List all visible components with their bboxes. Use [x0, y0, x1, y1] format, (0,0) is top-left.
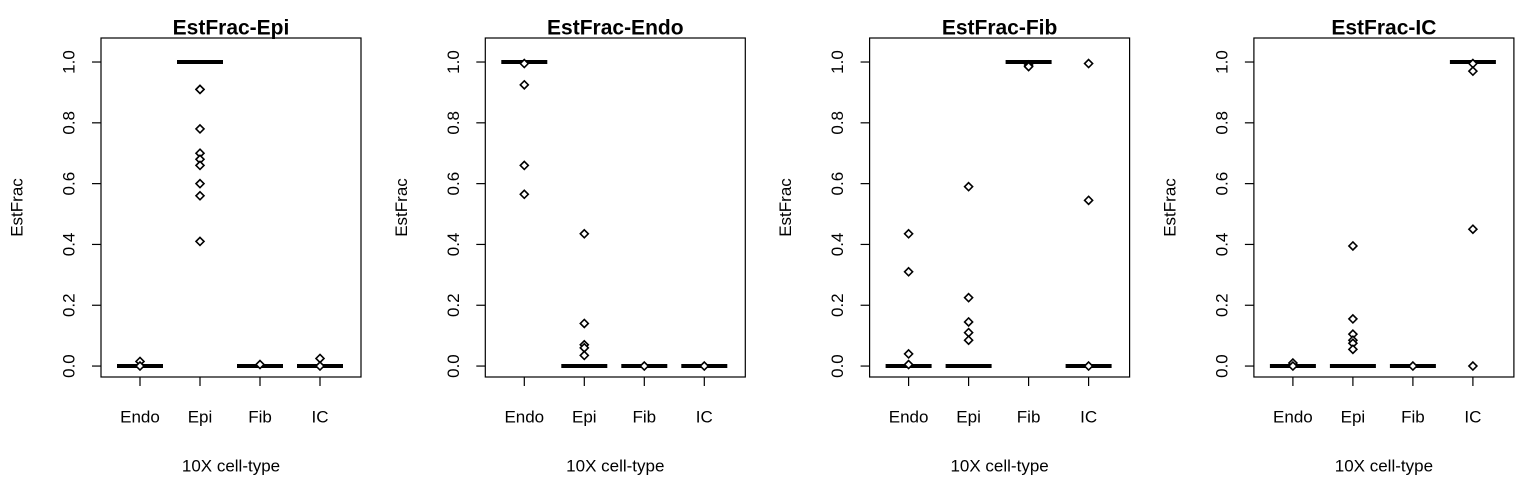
outlier: [1347, 344, 1359, 355]
y-tick-label: 1.0: [828, 50, 847, 74]
outlier: [903, 348, 914, 360]
x-tick-label: Epi: [572, 407, 597, 426]
y-tick-label: 0.8: [828, 111, 847, 135]
outlier: [1023, 61, 1034, 72]
y-tick-label: 0.6: [59, 172, 78, 196]
outlier: [903, 228, 914, 239]
outlier: [903, 359, 914, 370]
x-tick-label: Fib: [632, 407, 656, 426]
outlier: [519, 189, 530, 200]
y-tick-label: 0.4: [1212, 233, 1231, 257]
y-tick-label: 0.0: [1212, 354, 1231, 378]
outlier: [1467, 66, 1479, 77]
y-tick-label: 0.2: [59, 293, 78, 317]
y-tick-label: 0.4: [828, 233, 847, 257]
outlier: [134, 360, 146, 372]
x-axis-label: 10X cell-type: [182, 456, 280, 475]
x-axis-label: 10X cell-type: [566, 456, 664, 475]
outlier: [194, 236, 206, 247]
x-axis-label: 10X cell-type: [1335, 456, 1433, 475]
x-tick-label: Epi: [188, 407, 213, 426]
outlier: [579, 318, 590, 329]
y-tick-label: 0.0: [828, 354, 847, 378]
y-tick-label: 0.6: [1212, 172, 1231, 196]
outlier: [314, 360, 326, 372]
y-axis-label: EstFrac: [7, 178, 26, 237]
outlier: [1467, 360, 1479, 372]
x-tick-label: IC: [1080, 407, 1097, 426]
plot-frame: [1253, 37, 1515, 378]
x-tick-label: Endo: [504, 407, 544, 426]
chart-title: EstFrac-Fib: [942, 17, 1058, 40]
outlier: [639, 360, 650, 372]
x-tick-label: IC: [1464, 407, 1481, 426]
outlier: [194, 178, 206, 189]
x-tick-label: Fib: [248, 407, 272, 426]
outlier: [194, 84, 206, 95]
plot-frame: [868, 37, 1131, 378]
outlier: [1347, 240, 1359, 252]
outlier: [1083, 360, 1094, 372]
outlier: [194, 190, 206, 201]
y-tick-label: 0.2: [1212, 293, 1231, 317]
y-axis-label: EstFrac: [1160, 178, 1179, 237]
outlier: [519, 58, 530, 69]
plot-frame: [484, 37, 746, 378]
outlier: [699, 360, 710, 372]
outlier: [963, 292, 974, 303]
x-tick-label: Endo: [889, 407, 929, 426]
y-tick-label: 0.6: [828, 172, 847, 196]
y-tick-label: 0.0: [444, 354, 463, 378]
outlier: [963, 335, 974, 346]
outlier: [519, 160, 530, 171]
x-tick-label: IC: [312, 407, 329, 426]
outlier: [1083, 195, 1094, 206]
outlier: [963, 316, 974, 328]
outlier: [1407, 360, 1419, 372]
y-tick-label: 1.0: [444, 50, 463, 74]
outlier: [579, 228, 590, 239]
outlier: [194, 160, 206, 171]
outlier: [1347, 313, 1359, 325]
y-tick-label: 0.4: [59, 233, 78, 257]
outlier: [903, 266, 914, 277]
y-tick-label: 0.2: [828, 293, 847, 317]
plot-frame: [100, 37, 362, 378]
y-tick-label: 0.8: [444, 111, 463, 135]
y-axis-label: EstFrac: [392, 178, 411, 237]
x-tick-label: IC: [696, 407, 713, 426]
y-tick-label: 0.8: [1212, 111, 1231, 135]
x-tick-label: Epi: [1341, 407, 1366, 426]
chart-title: EstFrac-Endo: [547, 17, 684, 40]
y-axis-label: EstFrac: [776, 178, 795, 237]
x-tick-label: Fib: [1401, 407, 1425, 426]
x-tick-label: Endo: [120, 407, 160, 426]
outlier: [1467, 224, 1479, 235]
y-tick-label: 1.0: [59, 50, 78, 74]
outlier: [579, 350, 590, 361]
outlier: [194, 123, 206, 135]
outlier: [1287, 360, 1299, 372]
outlier: [1083, 58, 1094, 69]
outlier: [963, 181, 974, 192]
x-tick-label: Fib: [1017, 407, 1041, 426]
y-tick-label: 1.0: [1212, 50, 1231, 74]
y-tick-label: 0.6: [444, 172, 463, 196]
outlier: [519, 79, 530, 90]
x-axis-label: 10X cell-type: [950, 456, 1048, 475]
outlier: [254, 359, 266, 370]
chart-title: EstFrac-Epi: [173, 17, 290, 40]
y-tick-label: 0.4: [444, 233, 463, 257]
y-tick-label: 0.8: [59, 111, 78, 135]
y-tick-label: 0.2: [444, 293, 463, 317]
y-tick-label: 0.0: [59, 354, 78, 378]
x-tick-label: Epi: [956, 407, 981, 426]
chart-title: EstFrac-IC: [1331, 17, 1436, 40]
x-tick-label: Endo: [1273, 407, 1313, 426]
